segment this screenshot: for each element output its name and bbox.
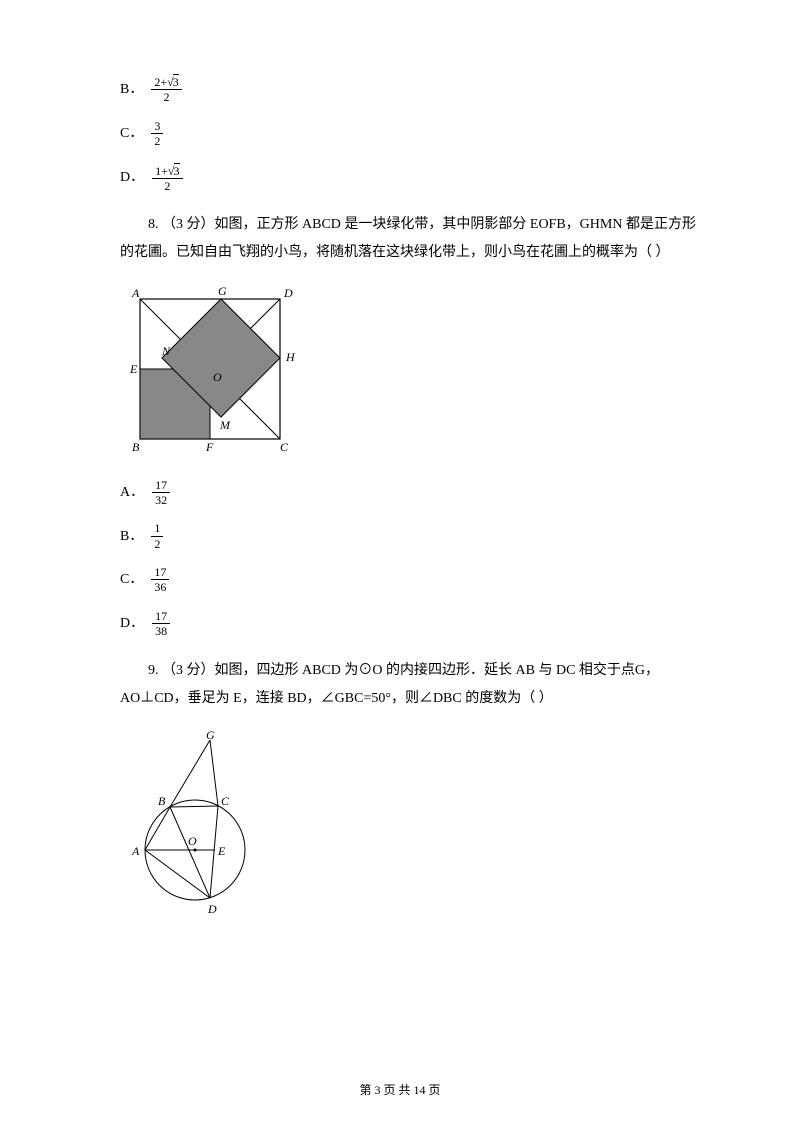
label-G: G — [206, 728, 215, 742]
label-D: D — [283, 286, 293, 300]
label-F: F — [205, 440, 214, 454]
label-B: B — [158, 794, 166, 808]
fraction: 3 2 — [151, 119, 163, 149]
q8-text: 8. （3 分）如图，正方形 ABCD 是一块绿化带，其中阴影部分 EOFB，G… — [120, 211, 700, 267]
fraction: 17 38 — [152, 609, 170, 639]
option-label: B． — [120, 524, 143, 549]
fraction: 17 32 — [152, 478, 170, 508]
label-E: E — [129, 362, 138, 376]
line-da — [145, 850, 210, 898]
label-M: M — [219, 418, 231, 432]
numerator: 17 — [151, 565, 169, 580]
label-A: A — [131, 844, 140, 858]
label-D: D — [207, 902, 217, 915]
denominator: 2 — [161, 90, 173, 104]
numerator: 17 — [152, 609, 170, 624]
q9-figure: G B C A O E D — [120, 725, 700, 924]
line-bd — [170, 807, 210, 898]
q8-figure: A G D H E N O M B F C — [120, 279, 700, 463]
radicand: 3 — [174, 163, 180, 178]
fraction: 2+ 3 2 — [151, 74, 181, 105]
num-prefix: 2+ — [154, 75, 167, 89]
denominator: 38 — [152, 624, 170, 638]
label-C: C — [280, 440, 289, 454]
label-C: C — [221, 794, 230, 808]
label-A: A — [131, 286, 140, 300]
radicand: 3 — [173, 74, 179, 89]
option-label: C． — [120, 567, 143, 592]
option-label: D． — [120, 611, 144, 636]
q8-option-D: D． 17 38 — [120, 609, 700, 639]
option-label: D． — [120, 165, 144, 190]
q9-text: 9. （3 分）如图，四边形 ABCD 为⊙O 的内接四边形．延长 AB 与 D… — [120, 657, 700, 713]
label-N: N — [161, 344, 171, 358]
sqrt: 3 — [168, 163, 180, 178]
q7-option-B: B． 2+ 3 2 — [120, 74, 700, 105]
label-O: O — [188, 834, 197, 848]
denominator: 2 — [151, 134, 163, 148]
option-label: A． — [120, 480, 144, 505]
fraction: 1 2 — [151, 521, 163, 551]
option-label: B． — [120, 77, 143, 102]
fraction: 1+ 3 2 — [152, 163, 182, 194]
label-O: O — [213, 370, 222, 384]
numerator: 1+ 3 — [152, 163, 182, 179]
denominator: 2 — [161, 179, 173, 193]
denominator: 36 — [151, 580, 169, 594]
denominator: 32 — [152, 493, 170, 507]
q7-option-D: D． 1+ 3 2 — [120, 163, 700, 194]
sqrt: 3 — [167, 74, 179, 89]
denominator: 2 — [151, 537, 163, 551]
q7-option-C: C． 3 2 — [120, 119, 700, 149]
option-label: C． — [120, 121, 143, 146]
q8-svg: A G D H E N O M B F C — [120, 279, 300, 454]
label-B: B — [132, 440, 140, 454]
page-root: B． 2+ 3 2 C． 3 2 D． 1+ 3 2 8. （3 分）如图，正方形 … — [0, 0, 800, 1132]
num-prefix: 1+ — [155, 164, 168, 178]
line-bg — [170, 740, 210, 807]
line-cd — [210, 806, 218, 898]
fraction: 17 36 — [151, 565, 169, 595]
label-G: G — [218, 284, 227, 298]
numerator: 17 — [152, 478, 170, 493]
line-ab — [145, 807, 170, 850]
q8-option-B: B． 1 2 — [120, 521, 700, 551]
line-bc — [170, 806, 218, 807]
line-cg — [210, 740, 218, 806]
page-footer: 第 3 页 共 14 页 — [0, 1080, 800, 1102]
numerator: 3 — [151, 119, 163, 134]
q8-option-C: C． 17 36 — [120, 565, 700, 595]
label-E: E — [217, 844, 226, 858]
label-H: H — [285, 350, 296, 364]
numerator: 1 — [151, 521, 163, 536]
q8-option-A: A． 17 32 — [120, 478, 700, 508]
numerator: 2+ 3 — [151, 74, 181, 90]
q9-svg: G B C A O E D — [120, 725, 280, 915]
